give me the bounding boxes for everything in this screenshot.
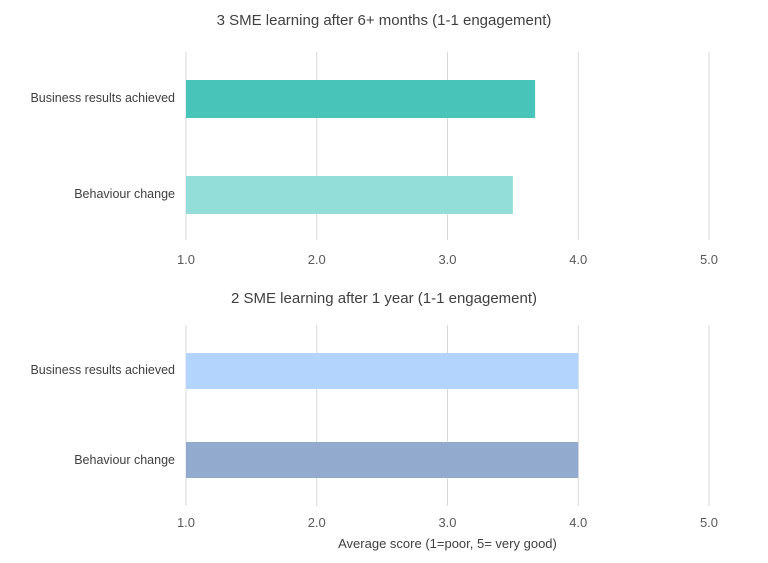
bar-business-results-achieved <box>186 80 536 118</box>
chart-1-category-label: Business results achieved <box>30 91 175 105</box>
x-tick-label: 4.0 <box>569 252 587 267</box>
x-tick-label: 1.0 <box>177 252 195 267</box>
x-tick-label: 4.0 <box>569 515 587 530</box>
bar-business-results-achieved <box>186 353 579 389</box>
x-tick-label: 5.0 <box>700 252 718 267</box>
chart-2-title: 2 SME learning after 1 year (1-1 engagem… <box>231 290 537 307</box>
x-tick-label: 2.0 <box>308 252 326 267</box>
x-axis-label: Average score (1=poor, 5= very good) <box>338 536 557 551</box>
x-tick-label: 1.0 <box>177 515 195 530</box>
chart-2-category-label: Behaviour change <box>74 453 175 467</box>
x-tick-label: 2.0 <box>308 515 326 530</box>
chart-2-category-label: Business results achieved <box>30 363 175 377</box>
bar-behaviour-change <box>186 442 579 478</box>
x-tick-label: 5.0 <box>700 515 718 530</box>
chart-1-category-label: Behaviour change <box>74 187 175 201</box>
x-tick-label: 3.0 <box>438 252 456 267</box>
bar-behaviour-change <box>186 176 513 214</box>
x-tick-label: 3.0 <box>438 515 456 530</box>
chart-1-title: 3 SME learning after 6+ months (1-1 enga… <box>216 12 552 29</box>
